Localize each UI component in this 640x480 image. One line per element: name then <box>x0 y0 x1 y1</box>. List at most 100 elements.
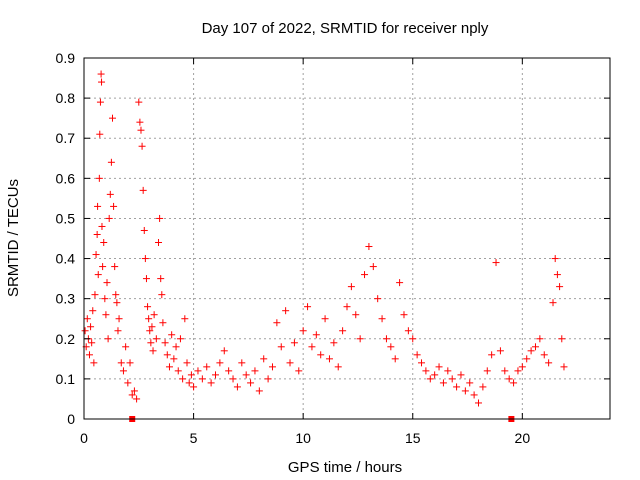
data-point <box>158 291 166 299</box>
x-tick-label: 0 <box>80 430 88 446</box>
data-point <box>174 367 182 375</box>
data-point <box>352 311 360 319</box>
data-point <box>365 243 373 251</box>
data-point <box>181 315 189 323</box>
data-point <box>94 202 102 210</box>
data-point <box>536 335 544 343</box>
data-point <box>356 335 364 343</box>
data-point <box>418 359 426 367</box>
y-tick-label: 0.8 <box>56 90 76 106</box>
data-point <box>122 343 130 351</box>
data-point <box>505 375 513 383</box>
data-point <box>558 335 566 343</box>
data-point <box>339 327 347 335</box>
data-point <box>185 379 193 387</box>
data-point <box>165 363 173 371</box>
data-point <box>216 359 224 367</box>
data-point <box>108 114 116 122</box>
y-tick-label: 0.1 <box>56 371 76 387</box>
grid-lines <box>84 58 610 419</box>
data-point <box>556 283 564 291</box>
data-point <box>312 331 320 339</box>
y-tick-label: 0.3 <box>56 291 76 307</box>
data-point <box>404 327 412 335</box>
data-point <box>90 359 98 367</box>
data-point <box>475 399 482 407</box>
data-point <box>479 383 487 391</box>
data-point <box>99 263 107 271</box>
data-point <box>523 355 531 363</box>
data-point <box>97 70 105 78</box>
data-point <box>308 343 316 351</box>
data-point <box>225 367 233 375</box>
data-point <box>466 379 474 387</box>
data-point <box>130 387 138 395</box>
data-point <box>138 142 146 150</box>
data-point <box>152 335 160 343</box>
data-point <box>382 335 390 343</box>
data-point <box>545 359 553 367</box>
data-point <box>94 271 102 279</box>
data-point <box>444 367 452 375</box>
data-point <box>496 347 504 355</box>
data-point <box>156 214 164 222</box>
data-point <box>83 315 91 323</box>
data-point <box>242 371 250 379</box>
data-point <box>255 387 263 395</box>
data-point <box>150 311 158 319</box>
data-point <box>104 335 112 343</box>
data-point <box>148 323 156 331</box>
data-point <box>426 375 434 383</box>
data-point <box>551 255 559 263</box>
data-point <box>157 275 165 283</box>
data-point <box>145 315 153 323</box>
data-point <box>470 391 478 399</box>
data-point <box>549 299 557 307</box>
data-point <box>146 327 154 335</box>
data-point <box>139 186 147 194</box>
data-point <box>96 98 104 106</box>
data-point <box>126 359 134 367</box>
data-point <box>89 307 97 315</box>
x-tick-label: 5 <box>190 430 198 446</box>
data-point <box>387 343 395 351</box>
data-point <box>290 339 298 347</box>
chart-title: Day 107 of 2022, SRMTID for receiver npl… <box>202 20 489 37</box>
data-point <box>233 383 241 391</box>
data-point <box>560 363 568 371</box>
data-point <box>198 375 206 383</box>
data-point <box>457 371 465 379</box>
y-tick-label: 0.5 <box>56 210 76 226</box>
y-tick-label: 0.4 <box>56 251 76 267</box>
data-point <box>141 255 149 263</box>
y-axis-title: SRMTID / TECUs <box>5 179 22 297</box>
data-point <box>435 363 443 371</box>
data-point <box>286 359 294 367</box>
data-point <box>461 387 469 395</box>
data-point <box>92 251 100 259</box>
data-point <box>277 343 285 351</box>
data-point <box>295 367 303 375</box>
data-point <box>95 174 103 182</box>
data-point <box>238 359 246 367</box>
data-point <box>85 351 93 359</box>
y-tick-label: 0.9 <box>56 50 76 66</box>
data-point <box>453 383 461 391</box>
data-point <box>413 351 421 359</box>
data-point <box>103 279 111 287</box>
data-point <box>114 327 122 335</box>
data-point <box>168 331 176 339</box>
data-point <box>176 335 184 343</box>
data-point <box>98 222 106 230</box>
data-point <box>135 98 143 106</box>
data-point <box>155 239 163 247</box>
data-point <box>396 279 404 287</box>
data-point <box>170 355 178 363</box>
data-point <box>531 343 539 351</box>
data-point <box>111 263 119 271</box>
data-point <box>136 118 144 126</box>
data-point <box>163 351 171 359</box>
y-tick-label: 0.2 <box>56 331 76 347</box>
x-axis-title: GPS time / hours <box>288 459 402 476</box>
